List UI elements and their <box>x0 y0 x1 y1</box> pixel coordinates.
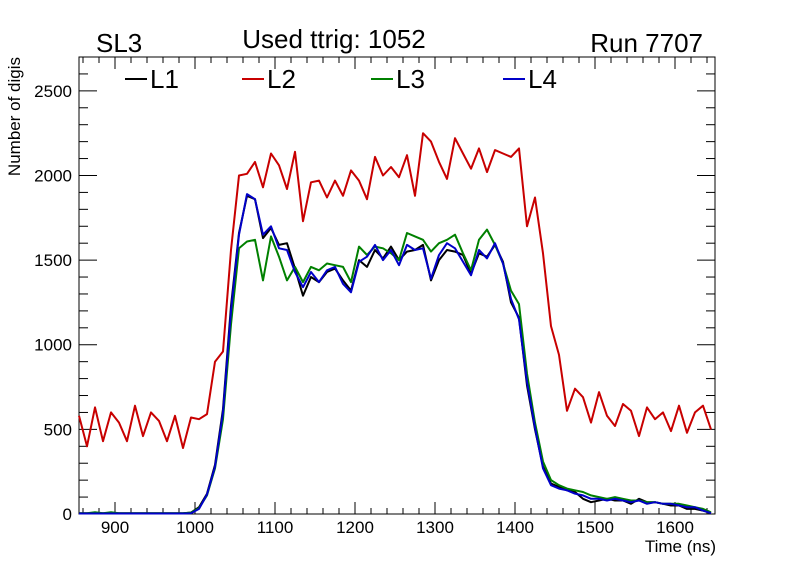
y-tick-label: 1500 <box>34 251 72 270</box>
x-tick-label: 1300 <box>416 518 454 537</box>
x-tick-label: 900 <box>101 518 129 537</box>
series-line-l3 <box>79 228 712 515</box>
y-axis-label: Number of digis <box>5 57 24 176</box>
x-tick-label: 1000 <box>176 518 214 537</box>
chart-title: Used ttrig: 1052 <box>242 24 426 54</box>
series-line-l4 <box>79 193 712 515</box>
plot-frame <box>78 56 716 515</box>
series-line-l2 <box>78 132 712 449</box>
x-tick-label: 1500 <box>576 518 614 537</box>
x-tick-label: 1100 <box>257 518 294 537</box>
y-tick-label: 500 <box>44 420 72 439</box>
legend-label-l3: L3 <box>396 64 425 94</box>
y-tick-label: 1000 <box>34 336 72 355</box>
x-axis-label: Time (ns) <box>645 537 716 556</box>
y-tick-label: 2500 <box>34 82 72 101</box>
x-tick-label: 1200 <box>336 518 374 537</box>
y-tick-label: 0 <box>63 505 72 524</box>
x-tick-label: 1600 <box>656 518 694 537</box>
y-tick-label: 2000 <box>34 166 72 185</box>
run-label: Run 7707 <box>590 28 703 58</box>
x-tick-label: 1400 <box>496 518 534 537</box>
legend-label-l2: L2 <box>267 64 296 94</box>
series-line-l1 <box>79 194 712 515</box>
legend-label-l4: L4 <box>528 64 557 94</box>
superlayer-label: SL3 <box>96 28 142 58</box>
legend-label-l1: L1 <box>150 64 179 94</box>
